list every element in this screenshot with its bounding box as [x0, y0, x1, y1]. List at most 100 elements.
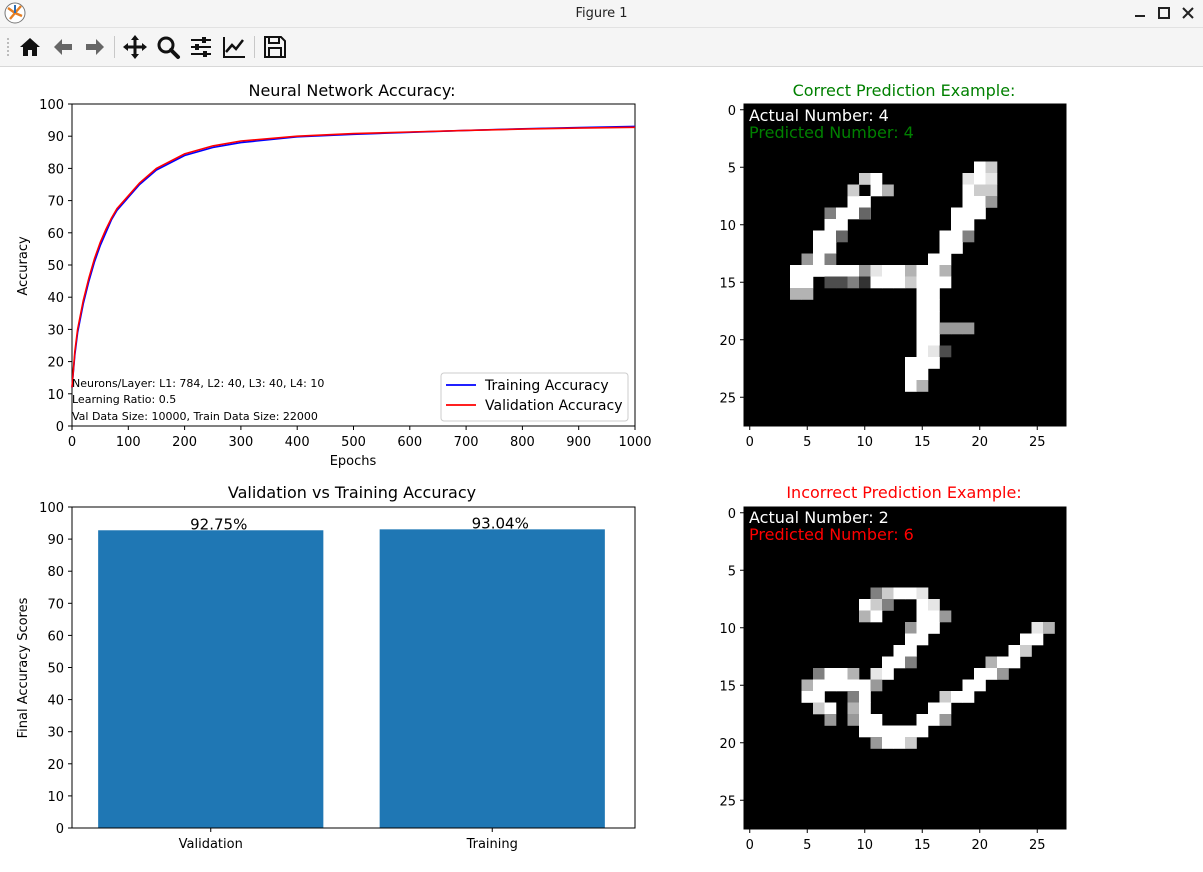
x-tick-label: 300	[228, 435, 253, 450]
x-tick-label: 20	[971, 435, 988, 450]
pixel	[985, 196, 998, 208]
y-tick-label: 0	[56, 420, 64, 435]
pixel	[905, 656, 917, 669]
pixel	[962, 219, 975, 231]
minimize-icon[interactable]	[1130, 3, 1150, 23]
legend-box	[440, 372, 629, 422]
pixel	[801, 276, 814, 289]
line-chart-frame	[71, 103, 636, 427]
x-tick-label: 500	[341, 435, 366, 450]
pixel	[790, 288, 802, 300]
pixel	[916, 345, 929, 358]
pixel	[836, 668, 848, 680]
pan-icon[interactable]	[122, 34, 148, 60]
figure-canvas[interactable]: Neural Network Accuracy: 0 100 200 300 400 50…	[0, 67, 1203, 868]
pixel	[813, 691, 825, 703]
y-tick-label: 20	[719, 737, 736, 752]
pixel	[905, 645, 917, 657]
correct-actual-number: Actual Number: 4	[749, 106, 889, 125]
pixel	[859, 702, 871, 715]
pixel	[905, 265, 917, 277]
correct-image-pixels	[790, 161, 998, 392]
x-tick-label: 20	[971, 838, 988, 853]
pixel	[928, 288, 940, 300]
pixel	[905, 368, 917, 381]
close-icon[interactable]	[1178, 3, 1198, 23]
pixel	[939, 276, 952, 289]
pixel	[928, 599, 940, 611]
pixel	[951, 230, 963, 243]
pixel	[951, 242, 963, 254]
correct-image-title: Correct Prediction Example:	[793, 81, 1016, 100]
pixel	[939, 265, 952, 277]
bar-value-label: 92.75%	[190, 515, 247, 533]
pixel	[859, 207, 871, 220]
pixel	[985, 184, 998, 197]
x-tick-label: 400	[285, 435, 310, 450]
bar-value-label: 93.04%	[472, 514, 529, 532]
y-tick-label: 100	[39, 501, 64, 516]
pixel	[916, 368, 929, 381]
y-tick-label: 10	[47, 790, 64, 805]
back-arrow-icon[interactable]	[50, 34, 76, 60]
bar-chart-xticks: Validation Training	[179, 828, 518, 852]
y-tick-label: 0	[728, 104, 736, 119]
x-tick-label: 15	[914, 838, 931, 853]
save-icon[interactable]	[262, 34, 288, 60]
pixel	[870, 725, 883, 738]
pixel	[813, 679, 825, 692]
maximize-icon[interactable]	[1154, 3, 1174, 23]
pixel	[801, 253, 814, 266]
pixel	[928, 322, 940, 335]
pixel	[962, 196, 975, 208]
pixel	[790, 265, 802, 277]
pixel	[859, 679, 871, 692]
pixel	[847, 668, 860, 680]
y-tick-label: 60	[47, 227, 64, 242]
forward-arrow-icon[interactable]	[82, 34, 108, 60]
pixel	[801, 691, 814, 703]
correct-predicted-number: Predicted Number: 4	[749, 123, 914, 142]
legend-training-label: Training Accuracy	[484, 378, 609, 394]
pixel	[916, 633, 929, 646]
pixel	[939, 702, 952, 715]
pixel	[962, 207, 975, 220]
incorrect-actual-number: Actual Number: 2	[749, 508, 889, 527]
pixel	[939, 691, 952, 703]
pixel	[870, 610, 883, 623]
bar	[98, 530, 324, 828]
legend-validation-label: Validation Accuracy	[485, 398, 623, 414]
pixel	[905, 587, 917, 600]
y-tick-label: 20	[47, 356, 64, 371]
pixel	[939, 322, 952, 335]
x-tick-label: 800	[510, 435, 535, 450]
edit-axis-icon[interactable]	[221, 34, 247, 60]
pixel	[974, 196, 986, 208]
pixel	[905, 725, 917, 738]
configure-subplots-icon[interactable]	[188, 34, 214, 60]
correct-image-frame	[743, 103, 1067, 427]
x-tick-label: 15	[914, 435, 931, 450]
zoom-icon[interactable]	[155, 34, 181, 60]
line-chart-title: Neural Network Accuracy:	[248, 81, 455, 100]
pixel	[916, 311, 929, 323]
pixel	[1020, 633, 1032, 646]
pixel	[824, 668, 837, 680]
x-tick-label: 0	[746, 435, 754, 450]
toolbar-grip[interactable]	[6, 37, 10, 57]
matplotlib-icon	[4, 2, 26, 24]
pixel	[870, 276, 883, 289]
home-icon[interactable]	[17, 34, 43, 60]
pixel	[836, 219, 848, 231]
y-tick-label: 15	[719, 679, 736, 694]
pixel	[870, 737, 883, 749]
pixel	[836, 679, 848, 692]
pixel	[939, 253, 952, 266]
pixel	[928, 622, 940, 634]
pixel	[951, 207, 963, 220]
pixel	[962, 173, 975, 185]
pixel	[801, 265, 814, 277]
pixel	[847, 265, 860, 277]
pixel	[870, 668, 883, 680]
x-tick-label: 100	[116, 435, 141, 450]
